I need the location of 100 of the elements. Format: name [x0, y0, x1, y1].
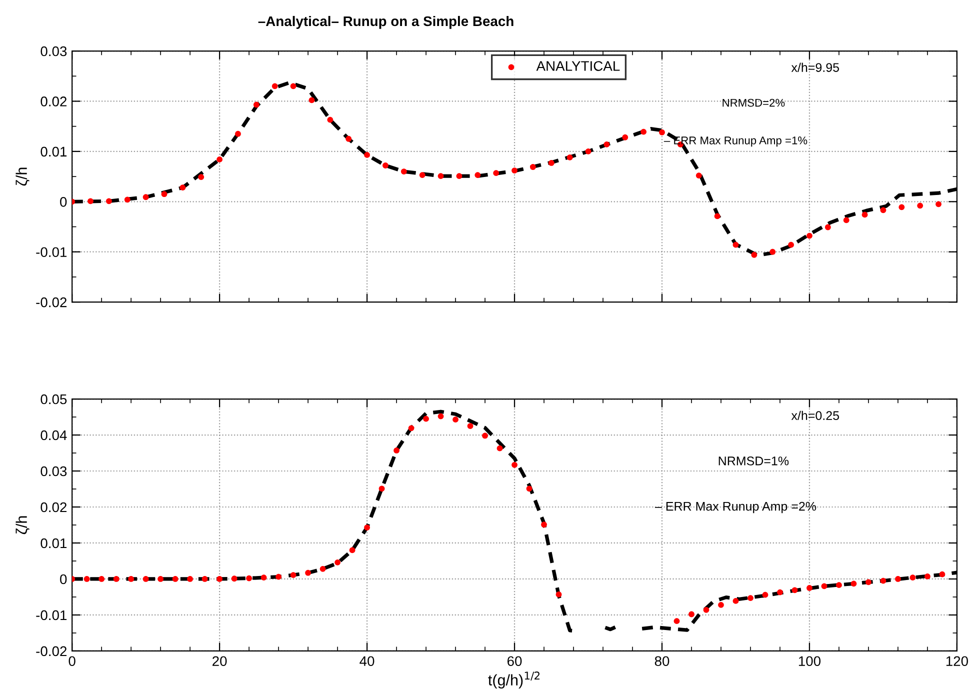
point [862, 212, 868, 218]
x-axis-title: t(g/h)$^{1/2}$ [488, 672, 540, 689]
y-tick-label: 0.01 [40, 538, 67, 548]
x-tick-label: 80 [654, 656, 670, 666]
point [235, 130, 241, 137]
point [327, 116, 334, 123]
point [349, 547, 356, 554]
y-tick-label: 0.03 [40, 466, 67, 476]
point [334, 559, 340, 566]
point [493, 170, 500, 176]
point [788, 242, 794, 248]
point [467, 423, 474, 429]
point [936, 201, 942, 208]
point [364, 524, 370, 530]
x-tick-label: 100 [798, 656, 821, 666]
point [748, 595, 754, 602]
point [423, 416, 429, 422]
point [161, 191, 168, 198]
point [850, 580, 857, 587]
point [172, 576, 178, 582]
point [824, 224, 831, 230]
annotation: x/h=9.95 [791, 62, 840, 72]
point [898, 204, 905, 210]
point [106, 198, 112, 204]
point [512, 462, 518, 468]
point [438, 173, 444, 179]
y-tick-label: -0.01 [36, 610, 67, 620]
x-tick-label: 120 [946, 656, 968, 666]
annotation: NRMSD=2% [722, 98, 785, 107]
point [253, 102, 260, 108]
point [113, 576, 120, 582]
point [640, 128, 647, 135]
point [566, 154, 573, 160]
y-tick-label: 0.05 [40, 394, 67, 404]
point [880, 578, 886, 584]
point [770, 248, 776, 255]
point [84, 576, 90, 582]
point [88, 198, 94, 204]
y-tick-label: 0.01 [40, 146, 67, 157]
y-tick-label: 0 [60, 574, 67, 584]
point [512, 168, 518, 174]
point [703, 606, 710, 613]
point [777, 589, 783, 596]
y-tick-label: -0.02 [36, 646, 67, 656]
point [400, 168, 407, 174]
x-tick-label: 40 [360, 656, 374, 666]
point [419, 172, 426, 178]
point [762, 592, 768, 598]
y-tick-label: -0.01 [36, 247, 67, 258]
y-tick-label: -0.02 [36, 297, 67, 308]
point [751, 252, 758, 258]
point [320, 566, 326, 572]
point [142, 194, 149, 200]
point [290, 83, 296, 90]
annotation: – ERR Max Runup Amp =2% [654, 502, 816, 514]
x-tick-label: 60 [507, 656, 522, 666]
point [124, 196, 130, 203]
point [260, 574, 267, 580]
point [305, 570, 311, 576]
point [622, 134, 628, 140]
point [231, 576, 238, 582]
point [836, 582, 842, 588]
y-tick-label: 0.02 [40, 502, 67, 512]
point [346, 136, 352, 142]
point [674, 618, 680, 624]
point [382, 162, 388, 168]
point [408, 425, 414, 432]
point [585, 148, 592, 154]
point [198, 174, 204, 180]
point [364, 152, 370, 158]
y-axis-title: ζ/h [16, 516, 30, 534]
point [526, 486, 532, 492]
point [290, 572, 296, 578]
point [714, 213, 720, 220]
point [895, 576, 901, 582]
point [180, 184, 186, 191]
point [924, 574, 930, 580]
y-tick-label: 0.04 [40, 430, 67, 440]
point [202, 576, 208, 582]
point [128, 576, 134, 582]
point [696, 172, 702, 178]
point [452, 416, 458, 422]
point [548, 160, 554, 166]
point [187, 576, 194, 582]
point [98, 576, 105, 582]
point [474, 172, 481, 178]
point [732, 598, 739, 604]
y-tick-label: 0.03 [40, 46, 67, 56]
point [556, 592, 562, 598]
point [541, 522, 547, 528]
point [378, 486, 385, 492]
point [276, 574, 282, 580]
point [806, 232, 812, 239]
point [394, 448, 400, 454]
point [821, 583, 828, 590]
point [158, 576, 164, 582]
point [659, 129, 665, 136]
legend-label: ANALYTICAL [536, 61, 620, 71]
point [308, 97, 315, 104]
point [939, 571, 946, 578]
